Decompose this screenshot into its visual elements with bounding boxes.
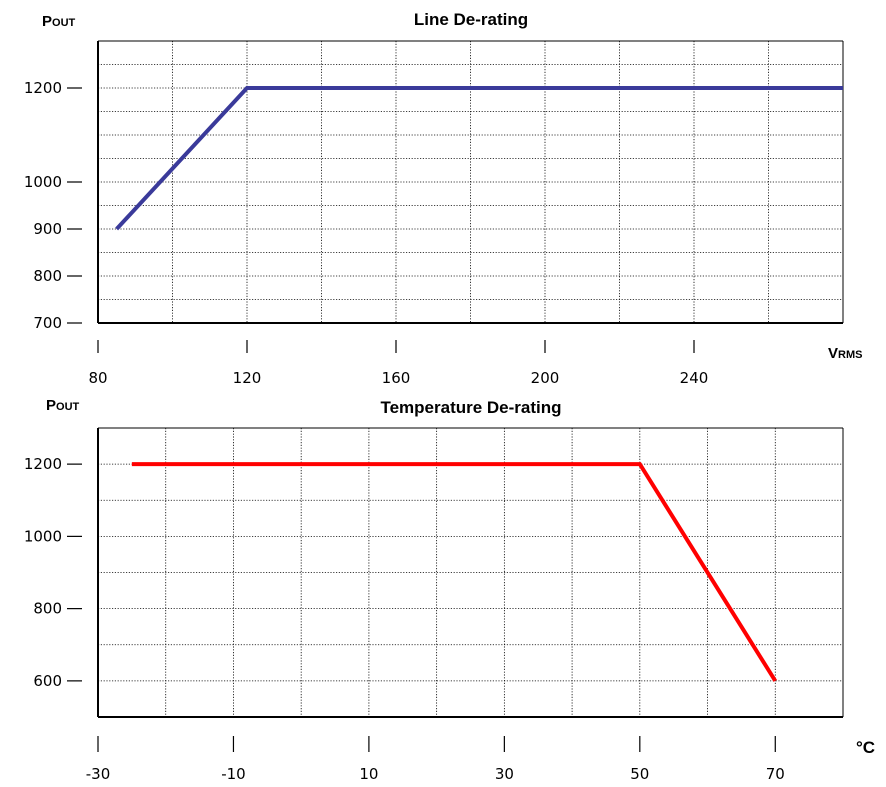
temp-chart-plot-area: -30 -10 10 30 50 70 600 800 1000 1200 <box>24 427 844 783</box>
line-chart-xlabel: VRMS <box>828 345 862 362</box>
temp-chart-xtick-label: -10 <box>221 765 246 783</box>
line-chart-ytick-label: 800 <box>33 267 62 285</box>
temp-chart-ytick-label: 1200 <box>24 455 62 473</box>
temp-chart-xlabel: °C <box>856 738 875 757</box>
temperature-derating-chart: Temperature De-rating POUT °C -30 -10 10 30… <box>24 397 875 783</box>
line-chart-plot-area: 80 120 160 200 240 700 800 900 1000 1200 <box>24 40 844 387</box>
line-chart-xtick-label: 120 <box>233 369 262 387</box>
temp-chart-title: Temperature De-rating <box>380 398 561 417</box>
line-chart-ylabel: POUT <box>42 13 76 30</box>
line-chart-xtick-label: 200 <box>531 369 560 387</box>
temp-chart-series-line <box>131 462 777 682</box>
temp-chart-ytick-label: 800 <box>33 600 62 618</box>
line-chart-xtick-label: 80 <box>88 369 107 387</box>
temp-chart-ytick-label: 1000 <box>24 527 62 545</box>
line-chart-xtick-label: 240 <box>680 369 709 387</box>
line-chart-ytick-label: 700 <box>33 314 62 332</box>
line-chart-ytick-label: 900 <box>33 220 62 238</box>
line-chart-series-line <box>115 86 843 231</box>
line-chart-title: Line De-rating <box>414 10 528 29</box>
temp-chart-xtick-label: 10 <box>359 765 378 783</box>
temp-chart-ytick-label: 600 <box>33 672 62 690</box>
line-chart-ytick-label: 1200 <box>24 79 62 97</box>
temp-chart-xtick-label: 30 <box>495 765 514 783</box>
temp-chart-xtick-label: 70 <box>766 765 785 783</box>
temp-chart-ylabel: POUT <box>46 397 80 414</box>
line-derating-chart: Line De-rating POUT VRMS 80 120 160 200 240 7… <box>24 10 863 387</box>
line-chart-xtick-label: 160 <box>382 369 411 387</box>
temp-chart-xtick-label: -30 <box>86 765 111 783</box>
temp-chart-xtick-label: 50 <box>630 765 649 783</box>
line-chart-ytick-label: 1000 <box>24 173 62 191</box>
